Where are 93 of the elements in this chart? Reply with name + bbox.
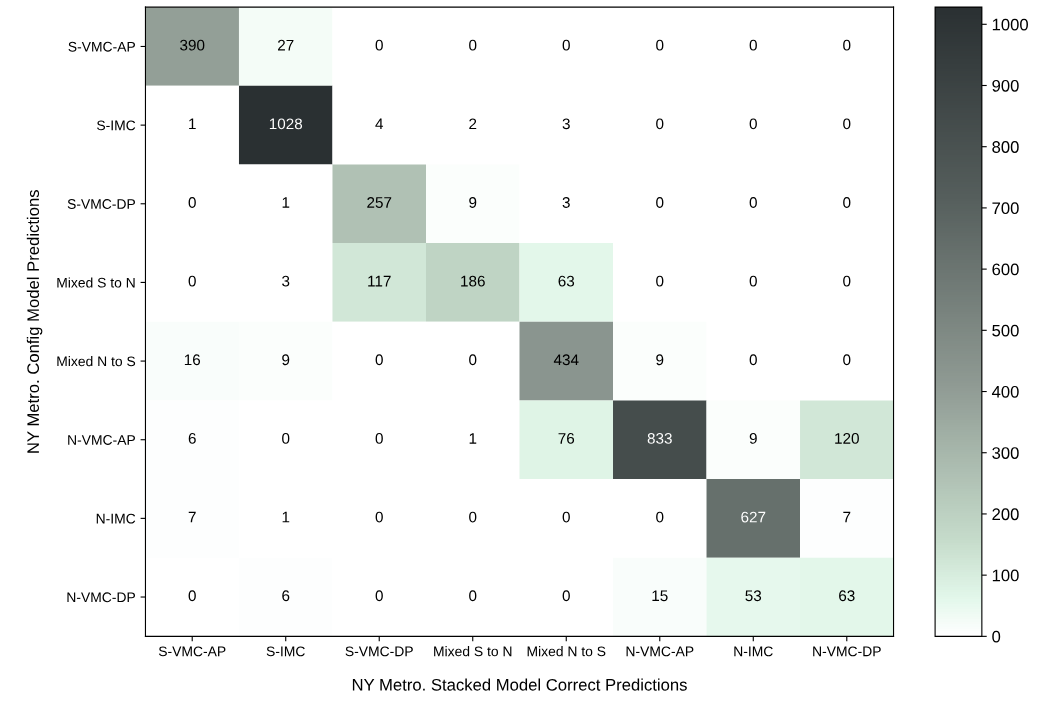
data-label: 0 xyxy=(562,590,570,602)
data-label: 0 xyxy=(375,39,383,51)
data-label: 0 xyxy=(749,354,757,366)
y-tick-label: N-VMC-DP xyxy=(67,592,135,603)
y-tick-label: S-VMC-AP xyxy=(68,41,135,52)
data-label: 1028 xyxy=(269,118,303,130)
data-label: 0 xyxy=(843,354,851,366)
data-label: 117 xyxy=(368,275,391,287)
data-label: 76 xyxy=(558,433,575,444)
data-label: 0 xyxy=(188,197,196,208)
data-label: 2 xyxy=(469,118,477,130)
x-tick-label: N-VMC-DP xyxy=(813,646,881,657)
data-label: 0 xyxy=(562,39,570,51)
color-bar-label: 400 xyxy=(991,385,1019,398)
data-label: 0 xyxy=(656,511,664,523)
data-label: 7 xyxy=(188,511,196,523)
data-label: 4 xyxy=(375,118,384,130)
data-label: 257 xyxy=(367,197,392,208)
color-bar-label: 300 xyxy=(992,447,1019,459)
data-label: 9 xyxy=(469,197,477,208)
data-label: 0 xyxy=(562,511,570,523)
data-label: 434 xyxy=(553,354,579,366)
data-label: 0 xyxy=(375,511,383,523)
data-label: 0 xyxy=(843,118,851,130)
data-label: 0 xyxy=(188,590,196,602)
data-label: 15 xyxy=(652,590,668,602)
data-label: 6 xyxy=(188,433,196,444)
color-bar-label: 100 xyxy=(992,569,1019,582)
data-label: 9 xyxy=(656,354,664,366)
data-label: 9 xyxy=(749,433,757,444)
data-label: 63 xyxy=(839,590,855,602)
data-label: 0 xyxy=(656,118,664,130)
color-bar-label: 900 xyxy=(992,79,1019,92)
data-label: 120 xyxy=(835,433,859,444)
data-label: 9 xyxy=(282,354,290,366)
x-tick-label: Mixed S to N xyxy=(434,646,512,657)
color-bar-label: 1000 xyxy=(992,18,1028,31)
color-bar-label: 700 xyxy=(992,202,1019,215)
x-axis-title: NY Metro. Stacked Model Correct Predictions xyxy=(352,678,687,691)
y-tick-label: Mixed S to N xyxy=(57,277,135,288)
data-label: 186 xyxy=(461,275,485,287)
data-label: 0 xyxy=(656,197,664,208)
data-label: 0 xyxy=(282,433,290,444)
data-label: 27 xyxy=(278,39,294,51)
x-tick-label: N-IMC xyxy=(734,646,773,657)
data-label: 0 xyxy=(188,275,196,287)
data-label: 0 xyxy=(375,433,383,444)
color-bar-label: 500 xyxy=(992,324,1019,337)
data-label: 0 xyxy=(843,197,851,208)
x-tick-label: S-IMC xyxy=(266,646,305,657)
data-label: 0 xyxy=(749,197,757,208)
data-label: 16 xyxy=(184,354,201,366)
data-label: 53 xyxy=(745,590,762,602)
data-label: 0 xyxy=(749,39,757,51)
data-label: 3 xyxy=(282,275,290,287)
data-label: 7 xyxy=(843,511,851,523)
data-label: 0 xyxy=(469,354,477,366)
x-tick-label: Mixed N to S xyxy=(527,646,606,657)
data-label: 390 xyxy=(180,39,205,51)
data-label: 1 xyxy=(282,197,290,208)
y-tick-label: N-VMC-AP xyxy=(68,435,135,445)
data-label: 3 xyxy=(562,118,570,130)
color-bar-label: 600 xyxy=(992,263,1019,276)
data-label: 0 xyxy=(656,39,664,51)
y-tick-label: S-VMC-DP xyxy=(67,199,135,209)
y-tick-label: S-IMC xyxy=(97,120,136,131)
x-tick-label: N-VMC-AP xyxy=(626,646,694,657)
data-label: 0 xyxy=(375,354,383,366)
data-label: 627 xyxy=(741,511,766,523)
data-label: 0 xyxy=(469,39,477,51)
data-label: 3 xyxy=(562,197,570,208)
data-label: 0 xyxy=(375,590,383,602)
data-label: 0 xyxy=(469,511,477,523)
data-label: 833 xyxy=(647,433,672,444)
y-tick-label: N-IMC xyxy=(96,513,136,524)
data-label: 0 xyxy=(749,118,757,130)
data-label: 1 xyxy=(189,118,196,130)
color-bar-label: 200 xyxy=(992,508,1019,521)
data-label: 0 xyxy=(843,39,851,51)
data-label: 1 xyxy=(282,511,290,523)
y-axis-title: NY Metro. Config Model Predictions xyxy=(26,190,43,453)
data-label: 1 xyxy=(469,433,477,444)
data-label: 0 xyxy=(749,275,757,287)
data-label: 0 xyxy=(469,590,477,602)
color-bar-label: 0 xyxy=(992,630,1001,643)
data-label: 63 xyxy=(558,275,575,287)
data-label: 0 xyxy=(656,275,664,287)
x-tick-label: S-VMC-DP xyxy=(345,646,413,657)
data-label: 0 xyxy=(843,275,851,287)
color-bar-label: 800 xyxy=(992,141,1019,153)
x-tick-label: S-VMC-AP xyxy=(158,646,226,657)
y-tick-label: Mixed N to S xyxy=(57,356,136,367)
data-label: 6 xyxy=(282,590,290,602)
